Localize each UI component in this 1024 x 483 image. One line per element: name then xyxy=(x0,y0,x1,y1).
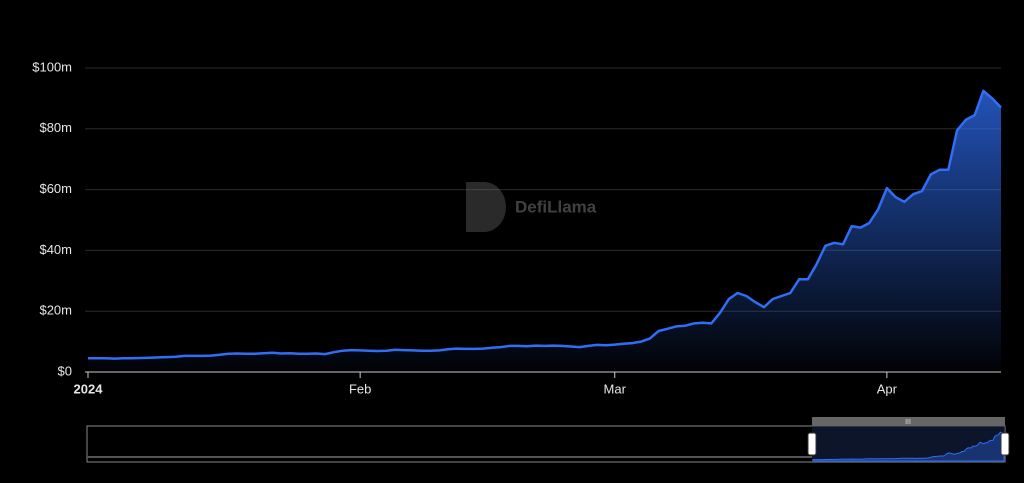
navigator-right-handle[interactable] xyxy=(1000,432,1010,456)
y-tick-label: $100m xyxy=(32,59,72,74)
navigator-handle-bar[interactable] xyxy=(812,417,1005,426)
x-tick-label: 2024 xyxy=(74,381,104,396)
x-tick-label: Feb xyxy=(349,381,371,396)
navigator-area xyxy=(812,431,1005,462)
line xyxy=(88,89,1002,360)
navigator-left-handle[interactable] xyxy=(807,432,817,456)
navigator-window[interactable] xyxy=(812,426,1005,462)
x-tick-label: Apr xyxy=(877,381,898,396)
y-tick-label: $20m xyxy=(39,303,72,318)
watermark-text: DefiLlama xyxy=(515,197,597,216)
y-tick-label: $0 xyxy=(58,363,72,378)
y-tick-label: $80m xyxy=(39,120,72,135)
watermark-logo xyxy=(466,182,506,232)
x-tick-label: Mar xyxy=(604,381,627,396)
watermark: DefiLlama xyxy=(466,182,597,232)
navigator-grip: III xyxy=(905,419,911,426)
y-tick-label: $40m xyxy=(39,242,72,257)
y-tick-label: $60m xyxy=(39,181,72,196)
area xyxy=(88,90,1001,373)
